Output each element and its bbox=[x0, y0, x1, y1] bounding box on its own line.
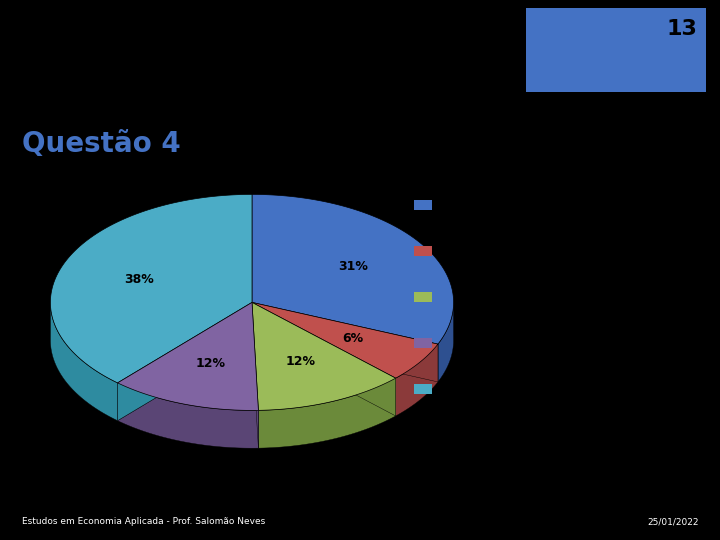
Polygon shape bbox=[252, 302, 258, 448]
Polygon shape bbox=[252, 302, 438, 382]
Text: 25/01/2022: 25/01/2022 bbox=[647, 517, 698, 526]
Polygon shape bbox=[50, 304, 117, 421]
Polygon shape bbox=[252, 194, 454, 344]
Polygon shape bbox=[117, 302, 258, 410]
Polygon shape bbox=[117, 383, 258, 448]
Polygon shape bbox=[117, 302, 252, 421]
Polygon shape bbox=[258, 378, 396, 448]
Ellipse shape bbox=[50, 232, 454, 448]
Text: Estudos em Economia Aplicada - Prof. Salomão Neves: Estudos em Economia Aplicada - Prof. Sal… bbox=[22, 517, 265, 526]
Polygon shape bbox=[117, 302, 252, 421]
Text: 13: 13 bbox=[666, 19, 697, 39]
Polygon shape bbox=[252, 302, 258, 448]
Polygon shape bbox=[50, 194, 252, 383]
Text: 38%: 38% bbox=[124, 273, 154, 286]
Text: 12%: 12% bbox=[196, 357, 225, 370]
Text: Questão 4: Questão 4 bbox=[22, 130, 180, 158]
Polygon shape bbox=[252, 302, 396, 410]
Polygon shape bbox=[252, 302, 438, 382]
Text: 31%: 31% bbox=[338, 260, 368, 273]
Polygon shape bbox=[252, 302, 438, 378]
Text: 6%: 6% bbox=[342, 332, 364, 345]
Text: 12%: 12% bbox=[286, 355, 315, 368]
Polygon shape bbox=[396, 344, 438, 416]
Polygon shape bbox=[252, 302, 396, 416]
Polygon shape bbox=[438, 305, 454, 382]
Polygon shape bbox=[252, 302, 396, 416]
